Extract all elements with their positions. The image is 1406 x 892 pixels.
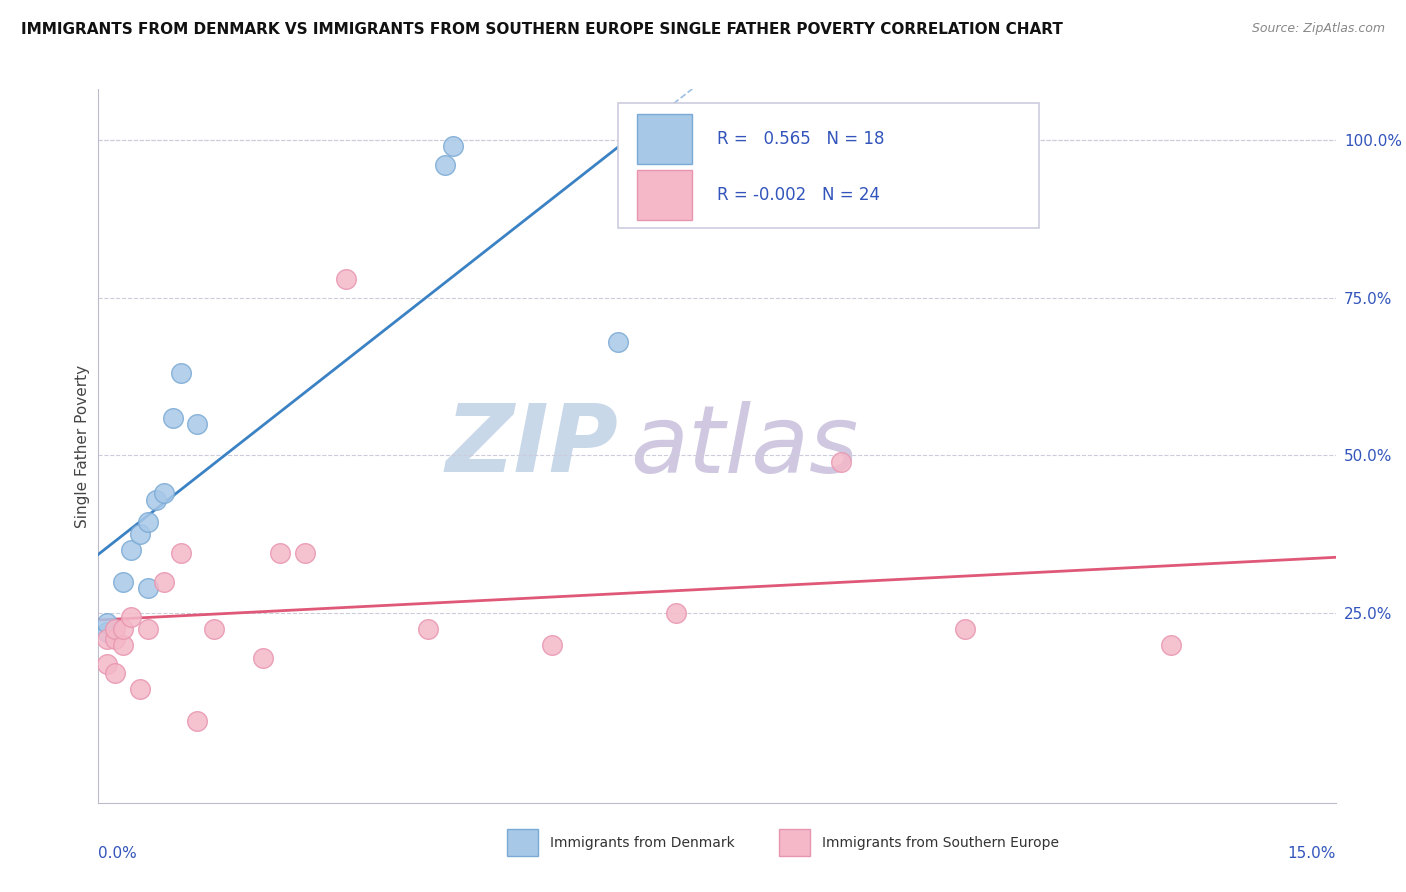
Point <box>96 632 118 646</box>
Point <box>335 271 357 285</box>
Text: Source: ZipAtlas.com: Source: ZipAtlas.com <box>1251 22 1385 36</box>
Point <box>1160 638 1182 652</box>
Point <box>418 622 440 636</box>
Point <box>96 615 118 630</box>
Point <box>441 139 464 153</box>
Point <box>120 543 142 558</box>
Point <box>104 622 127 636</box>
Text: atlas: atlas <box>630 401 859 491</box>
Point <box>202 622 225 636</box>
Point <box>665 607 688 621</box>
Point <box>145 492 167 507</box>
Point <box>96 657 118 671</box>
Point <box>541 638 564 652</box>
Point <box>112 574 135 589</box>
FancyBboxPatch shape <box>619 103 1039 228</box>
Point <box>607 334 630 349</box>
Point <box>128 527 150 541</box>
Point <box>128 682 150 697</box>
Text: 15.0%: 15.0% <box>1288 846 1336 861</box>
Point <box>170 367 193 381</box>
Point <box>136 622 159 636</box>
FancyBboxPatch shape <box>637 114 692 164</box>
FancyBboxPatch shape <box>506 830 537 856</box>
Text: 0.0%: 0.0% <box>98 846 138 861</box>
Text: ZIP: ZIP <box>446 400 619 492</box>
FancyBboxPatch shape <box>779 830 810 856</box>
Point <box>953 622 976 636</box>
Point <box>153 486 176 500</box>
Point <box>294 546 316 560</box>
Point <box>433 158 456 172</box>
Point <box>136 581 159 595</box>
Text: R = -0.002   N = 24: R = -0.002 N = 24 <box>717 186 880 203</box>
Point <box>96 625 118 640</box>
Point <box>170 546 193 560</box>
FancyBboxPatch shape <box>637 169 692 219</box>
Point <box>252 650 274 665</box>
Text: IMMIGRANTS FROM DENMARK VS IMMIGRANTS FROM SOUTHERN EUROPE SINGLE FATHER POVERTY: IMMIGRANTS FROM DENMARK VS IMMIGRANTS FR… <box>21 22 1063 37</box>
Y-axis label: Single Father Poverty: Single Father Poverty <box>75 365 90 527</box>
Point <box>269 546 291 560</box>
Text: Immigrants from Denmark: Immigrants from Denmark <box>550 836 735 850</box>
Point <box>104 666 127 681</box>
Point <box>120 609 142 624</box>
Text: Immigrants from Southern Europe: Immigrants from Southern Europe <box>823 836 1059 850</box>
Point <box>153 574 176 589</box>
Point <box>136 515 159 529</box>
Point <box>104 632 127 646</box>
Text: R =   0.565   N = 18: R = 0.565 N = 18 <box>717 130 884 148</box>
Point <box>830 455 852 469</box>
Point <box>186 714 208 728</box>
Point <box>186 417 208 431</box>
Point <box>162 410 184 425</box>
Point <box>112 638 135 652</box>
Point <box>112 622 135 636</box>
